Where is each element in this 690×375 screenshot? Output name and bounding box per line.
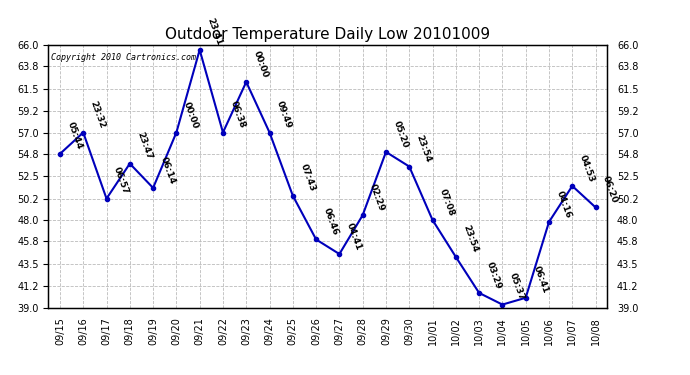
- Text: 06:14: 06:14: [159, 155, 177, 185]
- Text: 23:54: 23:54: [462, 224, 480, 254]
- Text: 09:49: 09:49: [275, 99, 293, 130]
- Text: 04:53: 04:53: [578, 153, 596, 183]
- Text: 06:41: 06:41: [531, 265, 549, 295]
- Text: 07:43: 07:43: [298, 163, 317, 193]
- Text: 23:47: 23:47: [135, 130, 154, 161]
- Text: 05:37: 05:37: [508, 272, 526, 302]
- Text: 23:32: 23:32: [89, 100, 107, 130]
- Text: 06:38: 06:38: [228, 100, 247, 130]
- Text: 04:41: 04:41: [345, 221, 363, 251]
- Text: 03:29: 03:29: [484, 260, 503, 290]
- Text: Copyright 2010 Cartronics.com: Copyright 2010 Cartronics.com: [51, 53, 196, 62]
- Text: 00:00: 00:00: [252, 50, 270, 79]
- Text: 23:54: 23:54: [415, 134, 433, 164]
- Text: 04:16: 04:16: [555, 189, 573, 219]
- Title: Outdoor Temperature Daily Low 20101009: Outdoor Temperature Daily Low 20101009: [165, 27, 491, 42]
- Text: 06:20: 06:20: [601, 175, 619, 205]
- Text: 05:44: 05:44: [66, 121, 83, 151]
- Text: 00:00: 00:00: [182, 100, 200, 130]
- Text: 05:20: 05:20: [391, 119, 410, 149]
- Text: 23:41: 23:41: [205, 17, 224, 47]
- Text: 02:29: 02:29: [368, 182, 386, 212]
- Text: 07:08: 07:08: [438, 188, 456, 217]
- Text: 06:57: 06:57: [112, 166, 130, 196]
- Text: 06:46: 06:46: [322, 207, 340, 237]
